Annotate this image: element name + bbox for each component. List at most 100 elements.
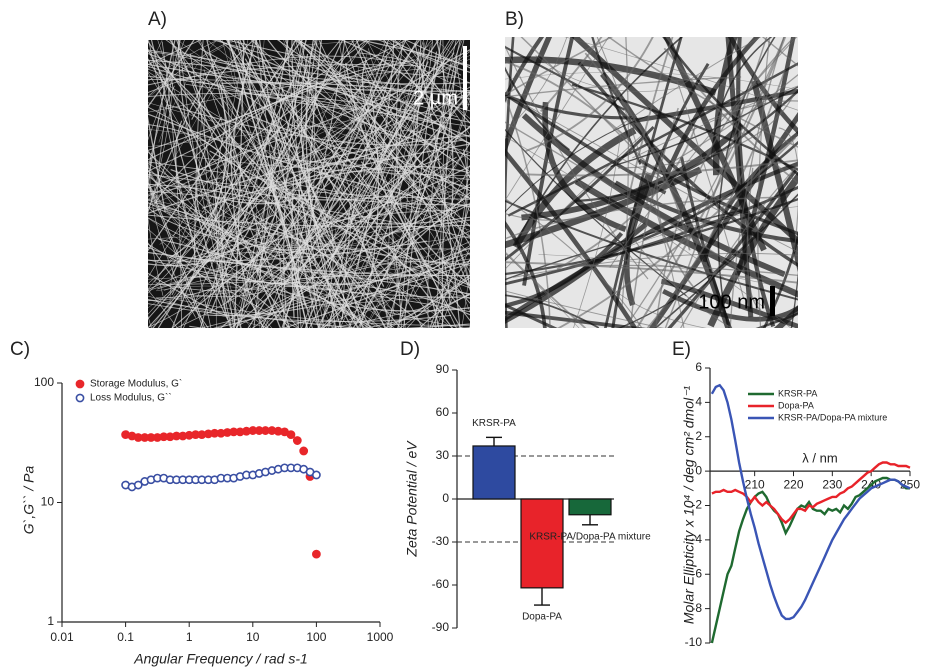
fiber bbox=[149, 57, 470, 105]
fiber bbox=[512, 127, 637, 249]
fiber bbox=[235, 40, 470, 200]
fiber bbox=[215, 40, 249, 328]
x-axis-label: λ / nm bbox=[802, 450, 837, 465]
fiber bbox=[242, 268, 269, 328]
fiber bbox=[512, 252, 798, 278]
fiber bbox=[624, 37, 785, 328]
fiber bbox=[427, 40, 457, 328]
fiber bbox=[148, 180, 206, 328]
fiber bbox=[148, 53, 242, 101]
fiber bbox=[201, 143, 470, 209]
legend-label: Loss Modulus, G`` bbox=[90, 392, 172, 404]
fiber bbox=[348, 252, 470, 321]
fiber bbox=[148, 40, 185, 141]
fiber bbox=[361, 59, 422, 196]
category-label: KRSR-PA bbox=[472, 418, 516, 429]
fiber bbox=[253, 158, 442, 285]
series-line bbox=[710, 383, 911, 621]
fiber bbox=[320, 142, 470, 328]
fiber bbox=[148, 49, 470, 94]
fiber bbox=[505, 71, 798, 90]
fiber bbox=[219, 40, 470, 304]
fiber bbox=[434, 40, 445, 328]
point bbox=[311, 549, 321, 559]
fiber bbox=[148, 40, 368, 172]
fiber bbox=[148, 40, 242, 202]
fiber bbox=[621, 37, 630, 306]
fiber bbox=[148, 40, 202, 66]
panel-label: E) bbox=[672, 339, 691, 360]
fiber bbox=[337, 214, 470, 225]
fiber bbox=[505, 56, 717, 96]
x-tick-label: 10 bbox=[246, 630, 260, 644]
fiber bbox=[148, 64, 415, 86]
fiber bbox=[179, 51, 470, 85]
fiber bbox=[656, 149, 707, 302]
fiber bbox=[196, 116, 225, 250]
fiber bbox=[294, 40, 393, 328]
fiber bbox=[333, 147, 470, 192]
fiber bbox=[402, 130, 470, 161]
fiber bbox=[175, 298, 470, 326]
fiber bbox=[148, 217, 466, 328]
fiber bbox=[604, 37, 683, 328]
scale-bar bbox=[463, 46, 467, 110]
fiber bbox=[376, 40, 462, 76]
x-tick-label: 210 bbox=[745, 477, 765, 491]
fiber bbox=[282, 255, 457, 328]
fiber bbox=[148, 166, 300, 328]
fiber bbox=[170, 40, 224, 142]
fiber bbox=[610, 86, 798, 168]
fiber bbox=[663, 47, 798, 184]
legend-label: KRSR-PA bbox=[778, 388, 817, 398]
axis bbox=[61, 383, 380, 623]
panel-label: C) bbox=[10, 339, 30, 360]
fiber bbox=[662, 37, 798, 176]
fiber bbox=[183, 160, 255, 328]
fiber bbox=[294, 40, 412, 167]
fiber bbox=[505, 222, 648, 324]
fiber bbox=[221, 278, 470, 313]
fiber bbox=[317, 125, 470, 328]
fiber bbox=[155, 60, 353, 328]
fiber bbox=[746, 167, 762, 311]
fiber bbox=[505, 130, 648, 270]
y-tick-label: -2 bbox=[691, 498, 702, 512]
fiber bbox=[729, 37, 785, 328]
fiber bbox=[505, 310, 648, 328]
fiber bbox=[310, 224, 412, 315]
scale-bar bbox=[770, 286, 775, 316]
fiber bbox=[360, 40, 470, 93]
fiber bbox=[226, 40, 330, 220]
fiber bbox=[148, 206, 310, 254]
fiber bbox=[505, 45, 649, 280]
fiber bbox=[505, 37, 515, 328]
fiber bbox=[148, 129, 417, 215]
fiber bbox=[148, 51, 273, 86]
fiber bbox=[307, 40, 322, 204]
fiber bbox=[396, 164, 470, 328]
fiber bbox=[206, 40, 376, 160]
fiber bbox=[627, 37, 674, 198]
fiber bbox=[186, 91, 470, 296]
fiber bbox=[148, 106, 293, 225]
legend-marker bbox=[75, 379, 85, 389]
y-tick-label: -10 bbox=[685, 635, 703, 649]
scale-label: 100 nm bbox=[698, 291, 765, 313]
fiber bbox=[236, 40, 317, 328]
x-axis-label: Angular Frequency / rad s-1 bbox=[133, 651, 308, 667]
legend-label: Dopa-PA bbox=[778, 400, 814, 410]
fiber bbox=[150, 40, 232, 328]
fiber bbox=[153, 42, 434, 199]
fiber bbox=[331, 40, 455, 259]
fiber bbox=[148, 298, 362, 328]
fiber bbox=[505, 185, 798, 286]
fiber bbox=[157, 40, 241, 328]
fiber bbox=[148, 65, 356, 111]
fiber bbox=[191, 40, 255, 120]
fiber bbox=[382, 40, 470, 237]
fiber bbox=[228, 40, 333, 328]
fiber bbox=[505, 196, 781, 240]
fiber bbox=[193, 40, 204, 266]
